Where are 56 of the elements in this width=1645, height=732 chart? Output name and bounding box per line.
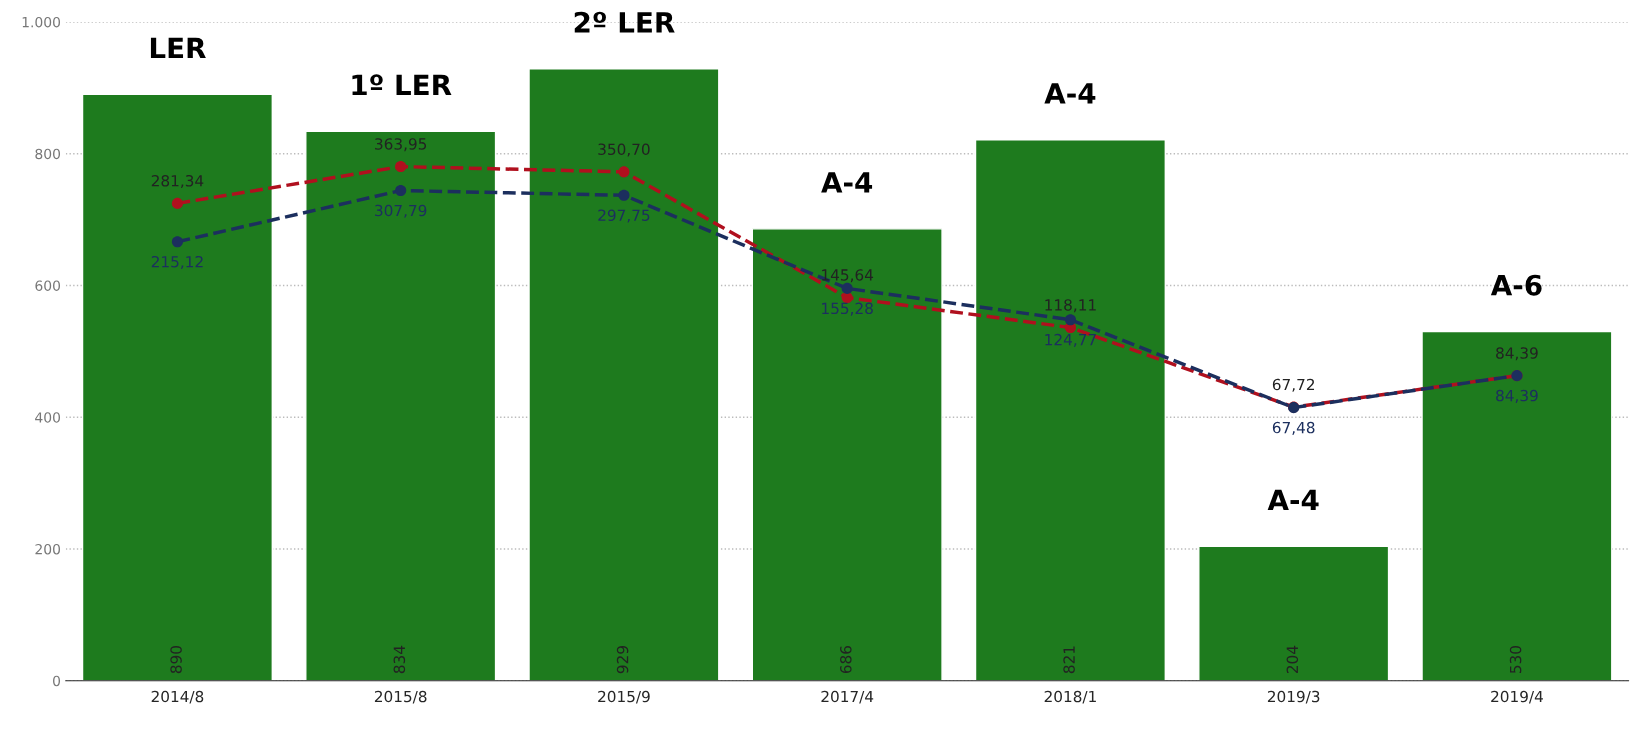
annotation: A-4 — [821, 172, 873, 193]
annotation: A-6 — [1490, 274, 1542, 296]
point — [1064, 314, 1076, 326]
data-label: 530 — [1509, 646, 1522, 673]
data-label: 155,28 — [822, 302, 873, 316]
bar — [528, 68, 720, 681]
data-label: 67,72 — [1272, 378, 1315, 392]
x-tick-label: 2015/8 — [374, 690, 427, 704]
x-tick-label: 2019/3 — [1267, 690, 1320, 704]
point — [618, 189, 630, 201]
y-tick-label: 400 — [35, 412, 61, 423]
data-label: 118,11 — [1045, 299, 1096, 313]
y-tick-label: 0 — [53, 675, 61, 687]
data-label: 363,95 — [375, 138, 427, 152]
annotation: 1º LER — [352, 74, 452, 95]
data-label: 834 — [393, 645, 406, 674]
annotation: A-4 — [1267, 489, 1319, 511]
point — [395, 161, 407, 173]
x-tick-label: 2018/1 — [1044, 690, 1096, 704]
point — [841, 282, 853, 294]
data-label: 350,70 — [598, 143, 650, 157]
x-tick-label: 2015/9 — [598, 690, 650, 704]
data-label: 145,64 — [822, 269, 874, 283]
data-label: 281,34 — [151, 174, 204, 189]
y-tick-label: 800 — [35, 148, 61, 160]
annotation: LER — [150, 37, 206, 59]
data-label: 821 — [1063, 646, 1075, 674]
point — [618, 166, 630, 178]
annotation: A-4 — [1044, 83, 1096, 104]
data-label: 204 — [1286, 645, 1299, 674]
data-label: 67,48 — [1272, 421, 1315, 435]
y-tick-label: 1.000 — [22, 16, 61, 28]
data-label: 84,39 — [1496, 347, 1538, 361]
data-label: 124,77 — [1045, 333, 1096, 347]
y-tick-label: 200 — [35, 543, 61, 555]
data-label: 215,12 — [151, 255, 203, 270]
bar — [1198, 545, 1390, 681]
bar — [1421, 330, 1613, 681]
x-tick-label: 2017/4 — [821, 690, 874, 704]
data-label: 929 — [616, 646, 629, 674]
data-label: 307,79 — [375, 204, 427, 218]
bar — [81, 93, 274, 681]
point — [171, 236, 183, 248]
x-tick-label: 2019/4 — [1491, 690, 1543, 704]
bar — [974, 139, 1167, 681]
data-label: 84,39 — [1496, 389, 1538, 403]
bar — [305, 130, 497, 681]
point — [171, 197, 183, 209]
data-label: 686 — [840, 645, 852, 674]
data-label: 890 — [170, 646, 182, 674]
annotation: 2º LER — [574, 11, 675, 33]
data-label: 297,75 — [598, 209, 650, 223]
x-tick-label: 2014/8 — [151, 690, 204, 704]
y-tick-label: 600 — [35, 280, 61, 291]
bar — [751, 228, 943, 681]
point — [395, 184, 407, 197]
